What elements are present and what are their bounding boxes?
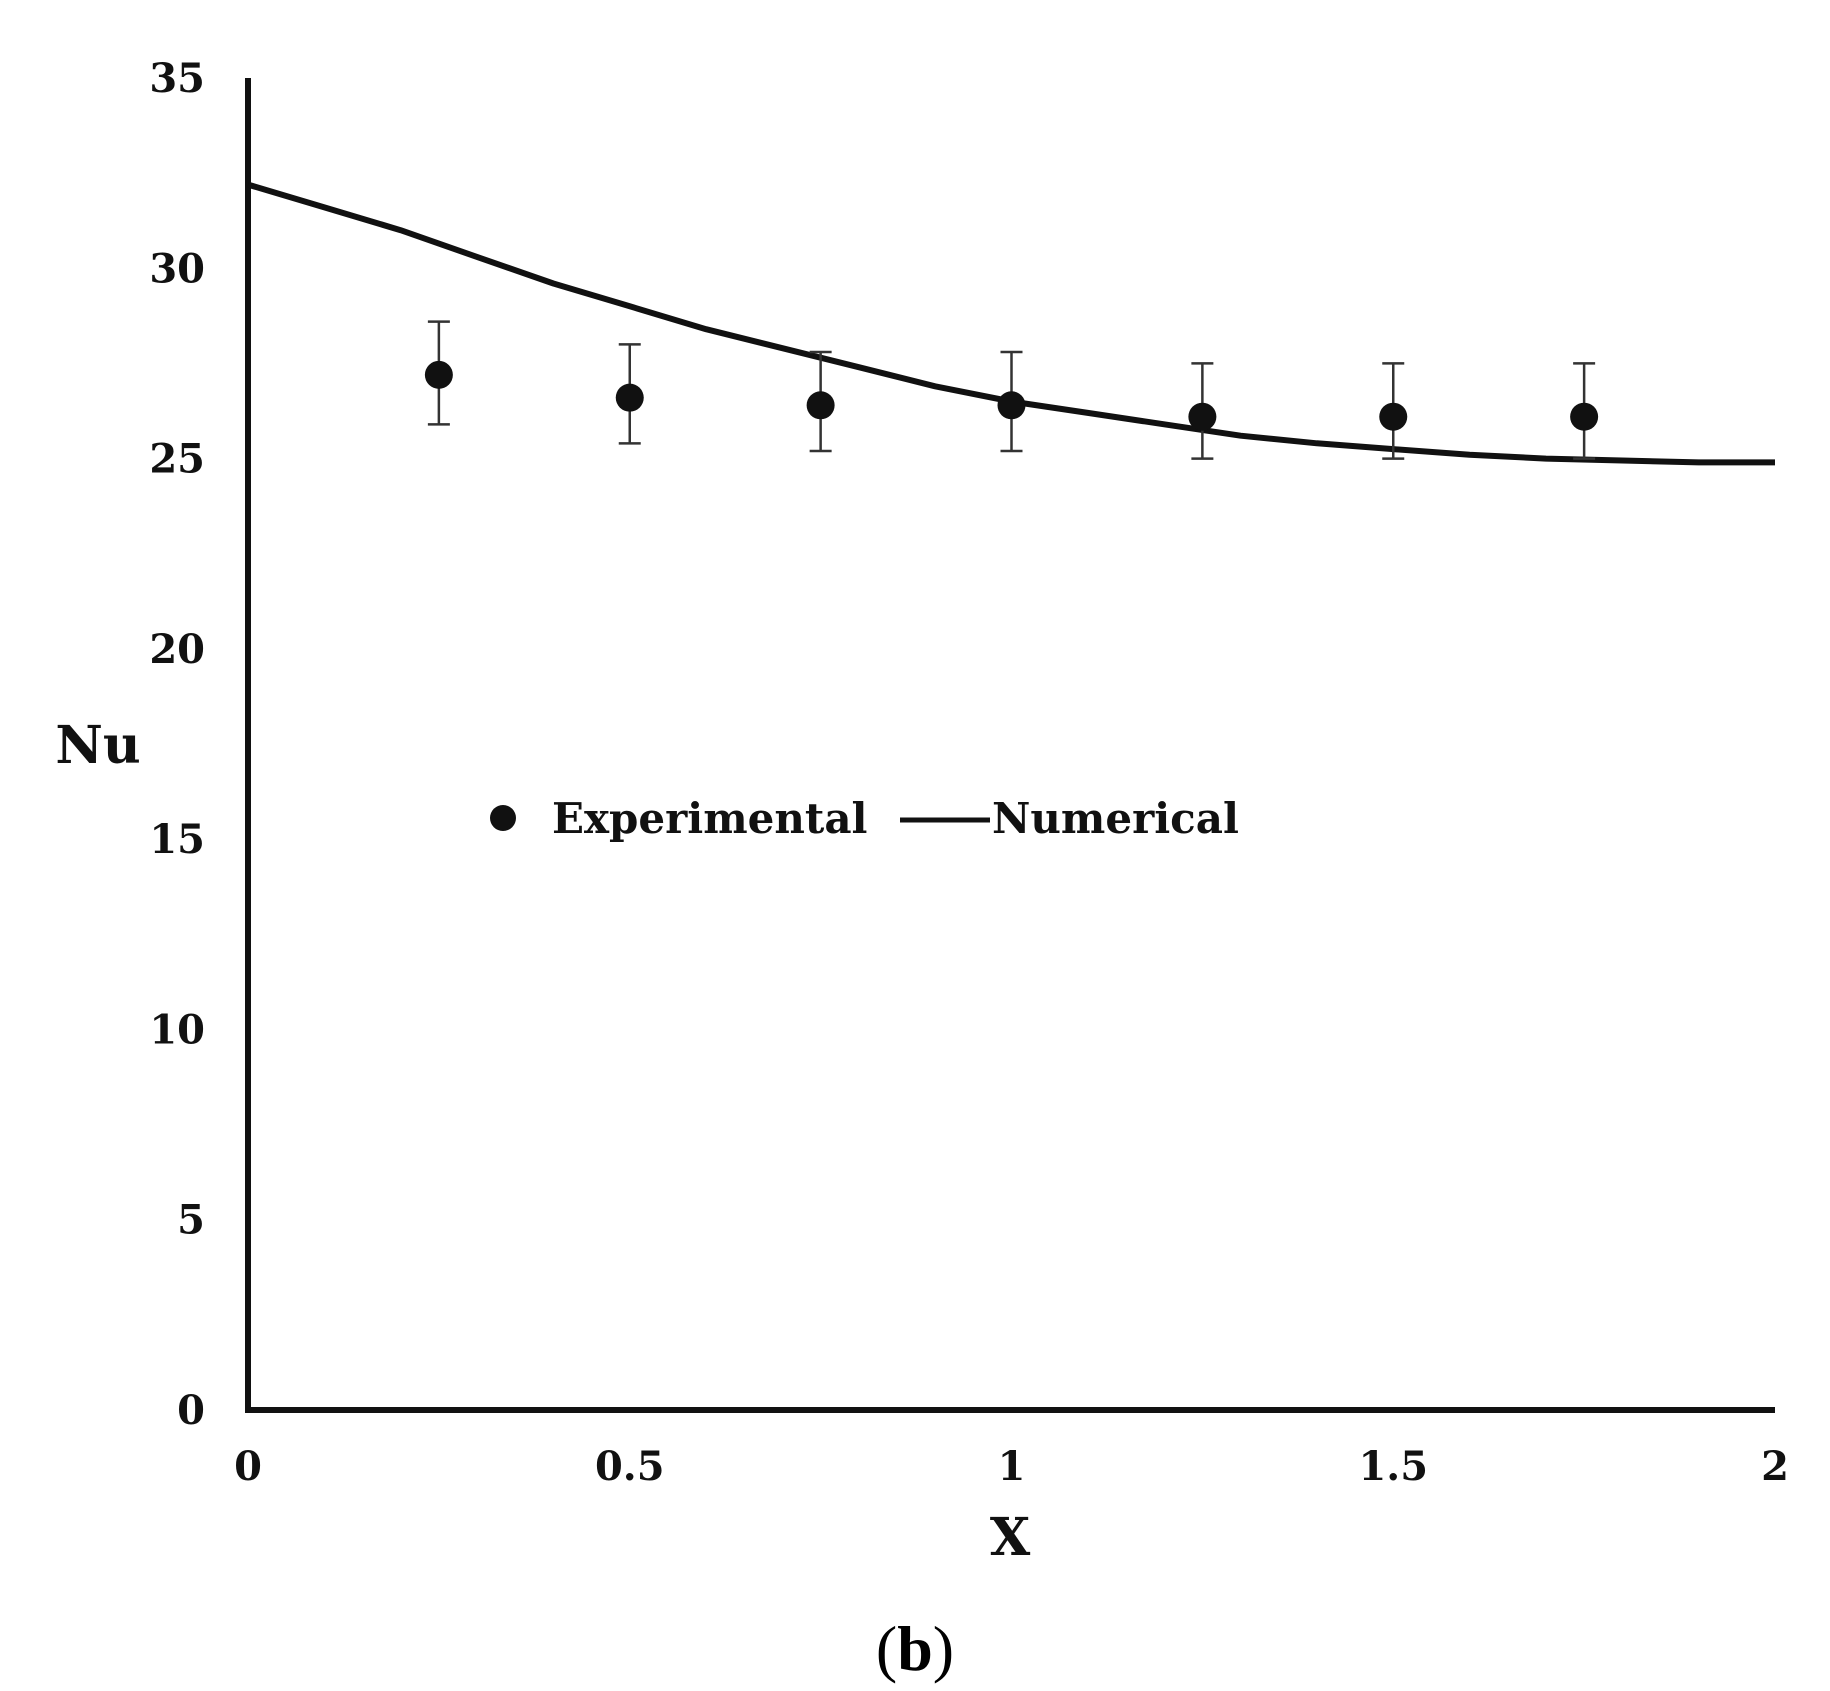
experimental-series xyxy=(424,320,1599,460)
experimental-marker xyxy=(1379,402,1408,431)
experimental-point xyxy=(1188,362,1217,460)
experimental-marker xyxy=(424,360,453,389)
experimental-point xyxy=(997,350,1026,453)
experimental-marker xyxy=(997,391,1026,420)
x-axis-title: X xyxy=(990,1507,1031,1568)
x-tick-label: 2 xyxy=(1761,1443,1789,1490)
caption-open-paren: ( xyxy=(876,1613,897,1684)
experimental-marker xyxy=(1570,402,1599,431)
y-tick-labels: 0 5 10 15 20 25 30 35 xyxy=(149,55,205,1434)
experimental-point xyxy=(1379,362,1408,460)
experimental-marker xyxy=(1188,402,1217,431)
x-tick-label: 0.5 xyxy=(595,1443,665,1490)
y-tick-label: 20 xyxy=(149,626,205,673)
y-tick-label: 35 xyxy=(149,55,205,102)
figure-caption: (b) xyxy=(876,1613,954,1684)
axes xyxy=(245,78,1775,1413)
x-tick-label: 1.5 xyxy=(1358,1443,1428,1490)
experimental-marker xyxy=(806,391,835,420)
y-tick-label: 30 xyxy=(149,245,205,292)
x-tick-label: 1 xyxy=(998,1443,1026,1490)
caption-close-paren: ) xyxy=(933,1613,954,1684)
legend: Experimental Numerical xyxy=(490,794,1239,843)
experimental-point xyxy=(1570,362,1599,460)
experimental-point xyxy=(806,350,835,453)
y-tick-label: 0 xyxy=(177,1387,205,1434)
y-tick-label: 5 xyxy=(177,1197,205,1244)
legend-numerical-label: Numerical xyxy=(992,794,1239,843)
x-tick-labels: 0 0.5 1 1.5 2 xyxy=(234,1443,1789,1490)
experimental-marker xyxy=(615,383,644,412)
y-tick-label: 25 xyxy=(149,436,205,483)
legend-experimental-label: Experimental xyxy=(552,794,868,843)
experimental-point xyxy=(615,343,644,445)
legend-experimental-marker xyxy=(490,805,516,831)
y-tick-label: 10 xyxy=(149,1006,205,1053)
y-tick-label: 15 xyxy=(149,816,205,863)
caption-letter: b xyxy=(897,1613,933,1684)
experimental-point xyxy=(424,320,453,426)
y-axis-title: Nu xyxy=(55,715,140,776)
x-tick-label: 0 xyxy=(234,1443,262,1490)
